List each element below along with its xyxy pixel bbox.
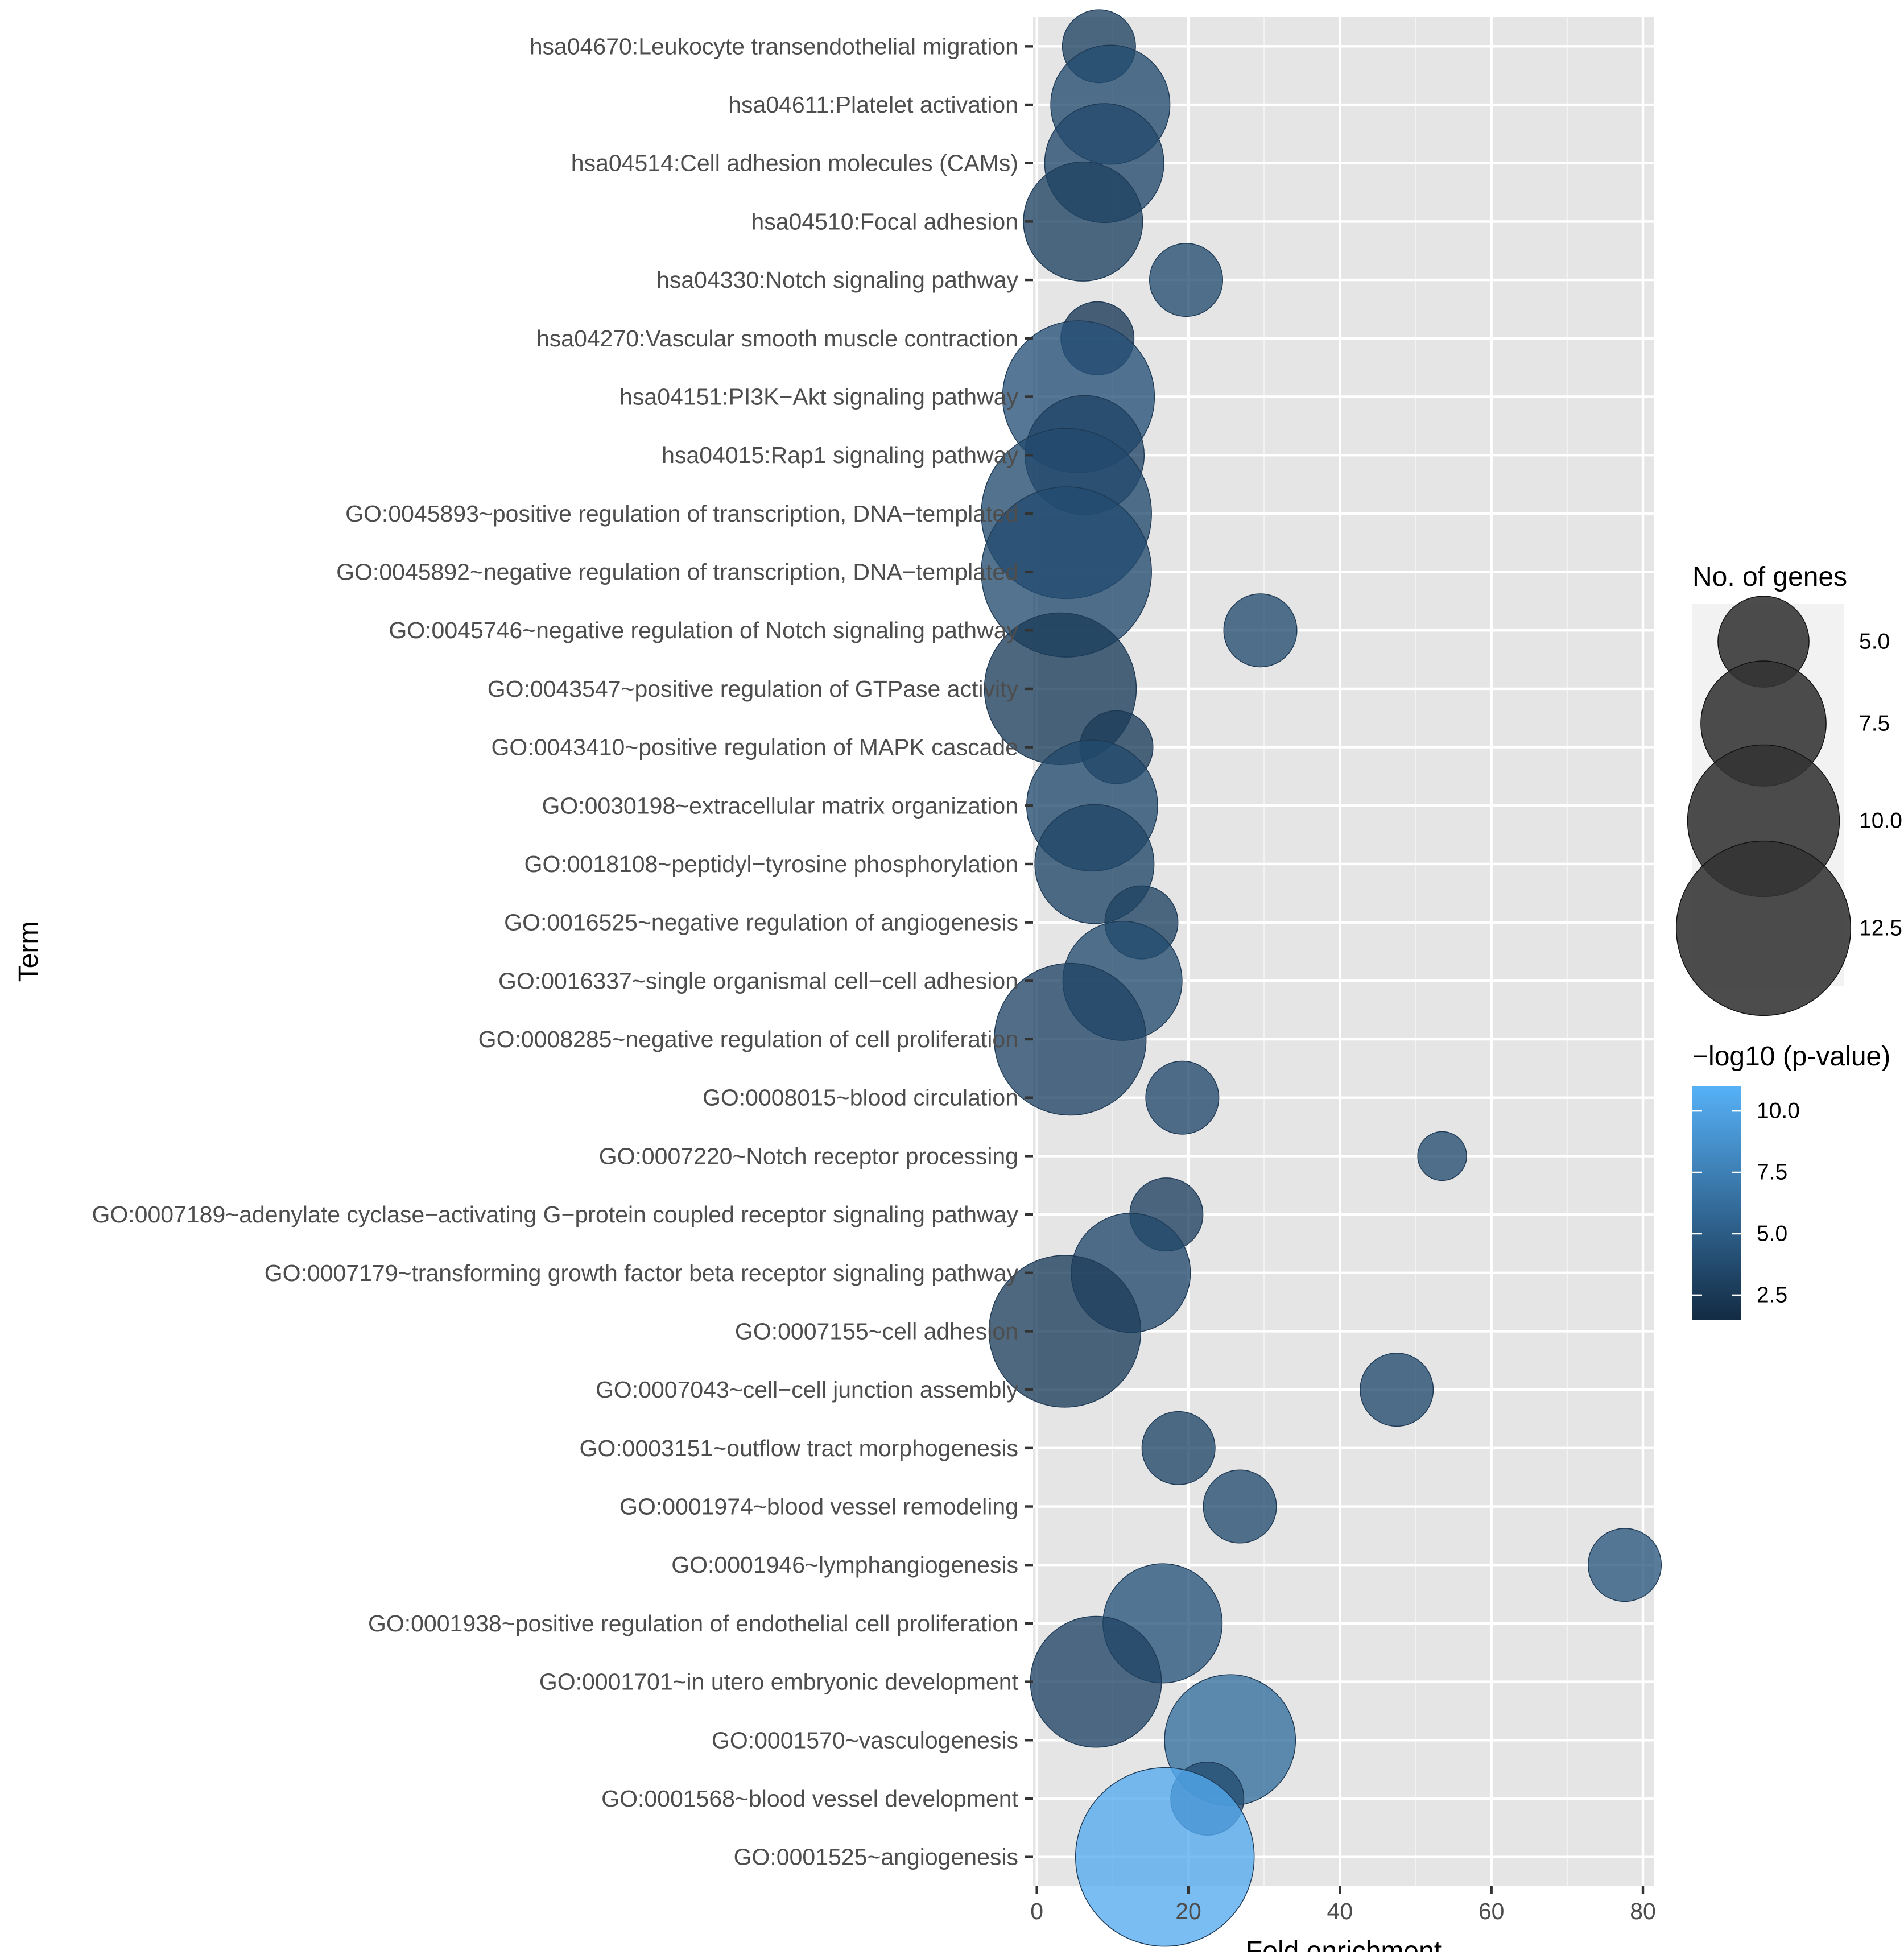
bubble-point	[1203, 1469, 1277, 1544]
x-tick-label: 0	[1030, 1898, 1043, 1924]
term-label: GO:0001974~blood vessel remodeling	[619, 1494, 1018, 1520]
y-axis: hsa04670:Leukocyte transendothelial migr…	[92, 33, 1033, 1870]
size-legend-title: No. of genes	[1692, 562, 1847, 592]
term-label: hsa04015:Rap1 signaling pathway	[662, 442, 1018, 468]
colorbar-tick-label: 7.5	[1757, 1160, 1787, 1185]
term-label: GO:0001570~vasculogenesis	[712, 1727, 1018, 1753]
term-label: GO:0007189~adenylate cyclase−activating …	[92, 1201, 1018, 1227]
bubble-point	[1075, 1767, 1255, 1947]
term-label: hsa04330:Notch signaling pathway	[656, 267, 1018, 293]
term-label: GO:0001525~angiogenesis	[734, 1844, 1018, 1870]
term-label: GO:0003151~outflow tract morphogenesis	[580, 1435, 1019, 1461]
bubble-point	[1141, 1411, 1216, 1485]
term-label: GO:0043410~positive regulation of MAPK c…	[492, 734, 1018, 760]
bubble-point	[1223, 593, 1298, 668]
term-label: GO:0030198~extracellular matrix organiza…	[542, 792, 1018, 819]
x-axis-title: Fold enrichment	[1246, 1936, 1442, 1952]
x-tick-label: 20	[1175, 1898, 1201, 1924]
y-axis-title: Term	[14, 921, 44, 982]
term-label: GO:0001938~positive regulation of endoth…	[368, 1610, 1018, 1636]
term-label: GO:0016525~negative regulation of angiog…	[504, 910, 1018, 936]
term-label: GO:0001946~lymphangiogenesis	[671, 1552, 1018, 1578]
bubble-point	[1360, 1353, 1434, 1427]
term-label: hsa04510:Focal adhesion	[751, 208, 1018, 234]
term-label: GO:0008015~blood circulation	[703, 1085, 1018, 1111]
term-label: GO:0045893~positive regulation of transc…	[345, 501, 1018, 527]
bubble-point	[1023, 161, 1143, 282]
term-label: GO:0007043~cell−cell junction assembly	[596, 1377, 1018, 1403]
colorbar-tick-label: 2.5	[1757, 1283, 1787, 1307]
term-label: GO:0018108~peptidyl−tyrosine phosphoryla…	[524, 851, 1018, 877]
term-label: GO:0016337~single organismal cell−cell a…	[498, 968, 1018, 994]
term-label: GO:0045746~negative regulation of Notch …	[389, 617, 1018, 643]
bubble-point	[994, 962, 1147, 1116]
x-tick-label: 60	[1478, 1898, 1505, 1924]
term-label: GO:0008285~negative regulation of cell p…	[478, 1026, 1018, 1052]
term-label: GO:0007179~transforming growth factor be…	[265, 1260, 1019, 1286]
color-legend: −log10 (p-value) 10.0 7.5 5.0 2.5	[1692, 1041, 1890, 1320]
bubble-point	[1149, 243, 1224, 317]
x-axis: 0 20 40 60 80	[1030, 1886, 1656, 1924]
size-legend-label: 7.5	[1859, 712, 1890, 736]
size-legend-key	[1675, 840, 1852, 1016]
term-label: GO:0007220~Notch receptor processing	[599, 1143, 1018, 1169]
color-legend-title: −log10 (p-value)	[1692, 1041, 1890, 1072]
term-label: hsa04151:PI3K−Akt signaling pathway	[619, 383, 1018, 410]
term-label: GO:0001568~blood vessel development	[601, 1785, 1018, 1812]
term-label: hsa04514:Cell adhesion molecules (CAMs)	[571, 150, 1018, 176]
data-points	[981, 9, 1662, 1947]
term-label: GO:0043547~positive regulation of GTPase…	[488, 676, 1019, 702]
size-legend: No. of genes 5.0 7.5 10.0 12.5	[1675, 562, 1902, 1016]
bubble-point	[1417, 1131, 1467, 1181]
colorbar	[1692, 1086, 1741, 1320]
bubble-point	[1145, 1060, 1220, 1135]
size-legend-label: 10.0	[1859, 809, 1902, 833]
term-label: GO:0001701~in utero embryonic developmen…	[539, 1669, 1019, 1695]
term-label: GO:0007155~cell adhesion	[735, 1318, 1018, 1344]
colorbar-tick-label: 10.0	[1757, 1099, 1800, 1123]
colorbar-tick-label: 5.0	[1757, 1221, 1787, 1246]
x-tick-label: 40	[1327, 1898, 1353, 1924]
term-label: hsa04270:Vascular smooth muscle contract…	[536, 325, 1018, 352]
bubble-point	[988, 1255, 1142, 1408]
term-label: GO:0045892~negative regulation of transc…	[336, 559, 1018, 585]
bubble-point	[1030, 1615, 1162, 1748]
major-gridlines	[1033, 17, 1654, 1886]
x-tick-label: 80	[1630, 1898, 1656, 1924]
bubble-point	[1588, 1528, 1662, 1602]
term-label: hsa04670:Leukocyte transendothelial migr…	[530, 33, 1018, 59]
size-legend-label: 5.0	[1859, 630, 1890, 654]
term-label: hsa04611:Platelet activation	[728, 92, 1018, 118]
size-legend-label: 12.5	[1859, 916, 1902, 941]
